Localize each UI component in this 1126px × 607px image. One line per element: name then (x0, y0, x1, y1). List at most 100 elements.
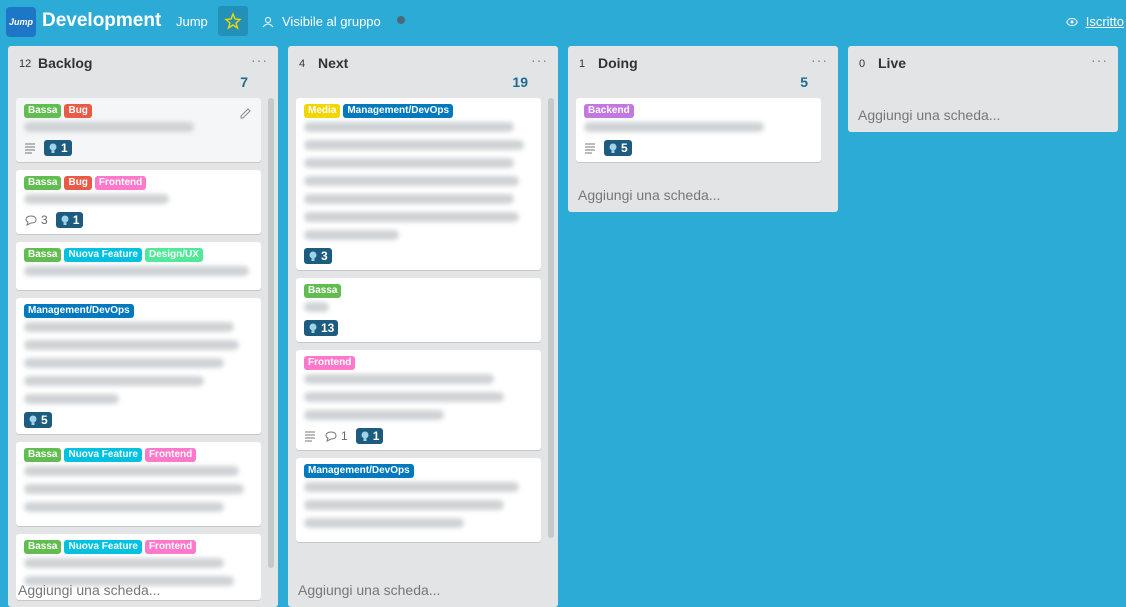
card-label: Bassa (24, 248, 62, 262)
status-dot (397, 16, 405, 24)
board-title[interactable]: Development (42, 10, 162, 31)
card-labels: Bassa Nuova Feature Design/UX (24, 248, 253, 262)
comment-badge: 3 (24, 213, 48, 227)
blurred-text (304, 176, 519, 186)
card-label: Management/DevOps (343, 104, 454, 118)
blurred-text (304, 500, 504, 510)
blurred-text (24, 358, 224, 368)
list-name[interactable]: Next (318, 55, 349, 71)
list-count: 0 (859, 58, 866, 70)
card-badges: 5 (24, 412, 253, 428)
card[interactable]: Management/DevOps 5 (16, 298, 261, 434)
comment-count: 1 (341, 429, 348, 443)
bulb-icon (309, 323, 317, 333)
list-count: 1 (579, 58, 586, 70)
list-points: 5 (800, 74, 808, 90)
card-label: Media (304, 104, 341, 118)
edit-icon (240, 108, 251, 119)
comment-badge: 1 (324, 429, 348, 443)
card-label: Frontend (144, 448, 197, 462)
list-name[interactable]: Backlog (38, 55, 93, 71)
visibility-button[interactable]: Visibile al gruppo (262, 14, 381, 29)
cards: Bassa Bug 1 Bassa Bug Frontend 3 1 Bassa Nuova Fe… (16, 98, 261, 607)
card-label: Management/DevOps (304, 464, 414, 478)
card-labels: Bassa Bug (24, 104, 253, 118)
card-label: Bug (64, 176, 92, 190)
estimate-badge: 13 (304, 320, 339, 336)
card-label: Backend (584, 104, 634, 118)
blurred-text (304, 410, 444, 420)
header: Jump Development Jump Visibile al gruppo… (0, 0, 1126, 44)
blurred-text (24, 340, 239, 350)
bulb-icon (361, 431, 369, 441)
card-badges: 5 (584, 140, 813, 156)
card-label: Bassa (24, 104, 62, 118)
card-label: Bug (64, 104, 92, 118)
card-labels: Backend (584, 104, 813, 118)
card[interactable]: Bassa Nuova Feature Design/UX (16, 242, 261, 290)
card-label: Nuova Feature (64, 540, 142, 554)
list-menu[interactable]: ··· (1091, 52, 1108, 68)
card[interactable]: Bassa Nuova Feature Frontend (16, 442, 261, 526)
card[interactable]: Media Management/DevOps 3 (296, 98, 541, 270)
card-label: Frontend (94, 176, 147, 190)
group-icon (262, 16, 274, 27)
add-card[interactable]: Aggiungi una scheda... (298, 582, 441, 598)
subscribe-button[interactable]: Iscritto (1066, 14, 1124, 29)
comment-icon (325, 431, 337, 442)
card-badges: 1 (24, 140, 253, 156)
blurred-text (584, 122, 764, 132)
visibility-text: Visibile al gruppo (282, 14, 381, 29)
add-card[interactable]: Aggiungi una scheda... (858, 107, 1001, 123)
card[interactable]: Bassa Nuova Feature Frontend (16, 534, 261, 600)
card[interactable]: Management/DevOps (296, 458, 541, 542)
estimate-value: 5 (41, 413, 48, 427)
card-label: Bassa (304, 284, 342, 298)
card-labels: Frontend (304, 356, 533, 370)
team-link[interactable]: Jump (176, 14, 208, 29)
card-labels: Bassa Nuova Feature Frontend (24, 448, 253, 462)
estimate-badge: 3 (304, 248, 332, 264)
blurred-text (304, 374, 494, 384)
list-menu[interactable]: ··· (531, 52, 548, 68)
bulb-icon (49, 143, 57, 153)
list-name[interactable]: Doing (598, 55, 638, 71)
card-labels: Media Management/DevOps (304, 104, 533, 118)
blurred-text (24, 394, 119, 404)
estimate-badge: 1 (355, 428, 384, 444)
list-points: 19 (512, 74, 528, 90)
add-card[interactable]: Aggiungi una scheda... (578, 187, 721, 203)
card-label: Bassa (24, 540, 62, 554)
bulb-icon (609, 143, 617, 153)
estimate-value: 5 (621, 141, 628, 155)
list: 1 Doing ··· 5 Backend 5 Aggiungi una scheda... (568, 46, 838, 212)
blurred-text (24, 466, 239, 476)
team-logo[interactable]: Jump (6, 7, 36, 37)
list-menu[interactable]: ··· (811, 52, 828, 68)
list-count: 4 (299, 58, 306, 70)
blurred-text (304, 194, 514, 204)
blurred-text (304, 482, 519, 492)
scrollbar (268, 98, 274, 568)
blurred-text (304, 212, 519, 222)
card-badges: 13 (304, 320, 533, 336)
cards: Backend 5 (576, 98, 821, 188)
bulb-icon (309, 251, 317, 261)
card[interactable]: Backend 5 (576, 98, 821, 162)
add-card[interactable]: Aggiungi una scheda... (18, 582, 161, 598)
card-label: Nuova Feature (64, 248, 142, 262)
blurred-text (24, 576, 234, 586)
card[interactable]: Bassa Bug 1 (16, 98, 261, 162)
card[interactable]: Bassa Bug Frontend 3 1 (16, 170, 261, 234)
blurred-text (24, 502, 224, 512)
list-menu[interactable]: ··· (251, 52, 268, 68)
blurred-text (24, 484, 244, 494)
card-labels: Bassa Nuova Feature Frontend (24, 540, 253, 554)
estimate-badge: 5 (24, 412, 52, 428)
list-name[interactable]: Live (878, 55, 907, 71)
star-button[interactable] (218, 6, 248, 36)
card[interactable]: Frontend 1 1 (296, 350, 541, 450)
card[interactable]: Bassa 13 (296, 278, 541, 342)
